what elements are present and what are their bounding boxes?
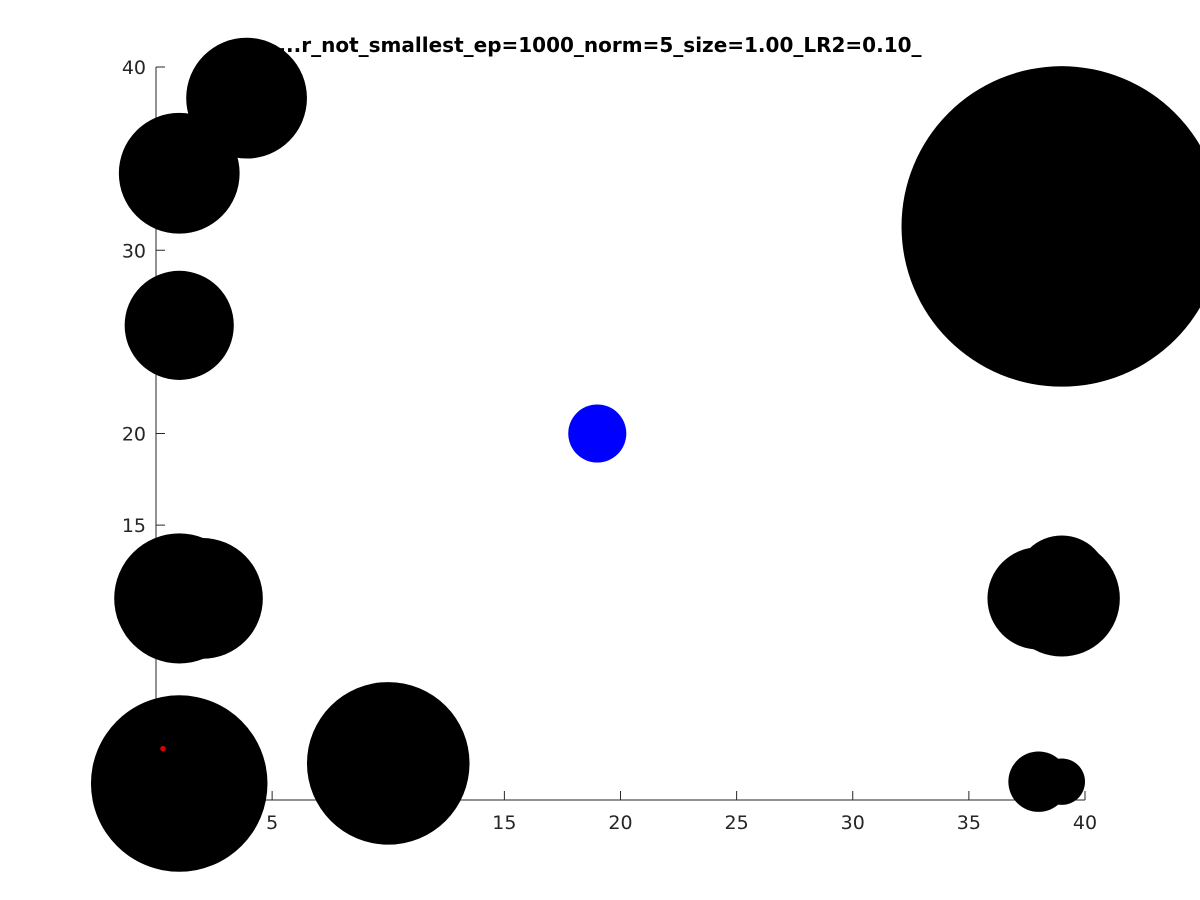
bubble-point bbox=[1038, 758, 1085, 805]
bubble-point bbox=[118, 112, 240, 234]
bubble-point bbox=[306, 682, 470, 845]
y-tick-label: 30 bbox=[122, 240, 146, 262]
x-tick-label: 5 bbox=[266, 812, 278, 834]
x-tick-label: 15 bbox=[492, 812, 516, 834]
bubble-point bbox=[901, 66, 1200, 387]
bubble-layer bbox=[90, 37, 1200, 872]
bubble-point bbox=[568, 404, 627, 463]
x-tick-label: 20 bbox=[608, 812, 632, 834]
x-tick-label: 25 bbox=[725, 812, 749, 834]
bubble-point bbox=[114, 533, 245, 664]
x-tick-label: 30 bbox=[841, 812, 865, 834]
x-tick-label: 35 bbox=[957, 812, 981, 834]
chart-title: ...r_not_smallest_ep=1000_norm=5_size=1.… bbox=[278, 33, 921, 57]
bubble-point bbox=[124, 270, 234, 380]
y-tick-label: 40 bbox=[122, 57, 146, 79]
y-tick-label: 20 bbox=[122, 424, 146, 446]
x-tick-label: 40 bbox=[1073, 812, 1097, 834]
bubble-point bbox=[160, 745, 166, 752]
bubble-point bbox=[90, 695, 268, 872]
bubble-point bbox=[1015, 535, 1109, 629]
y-tick-label: 15 bbox=[122, 515, 146, 537]
